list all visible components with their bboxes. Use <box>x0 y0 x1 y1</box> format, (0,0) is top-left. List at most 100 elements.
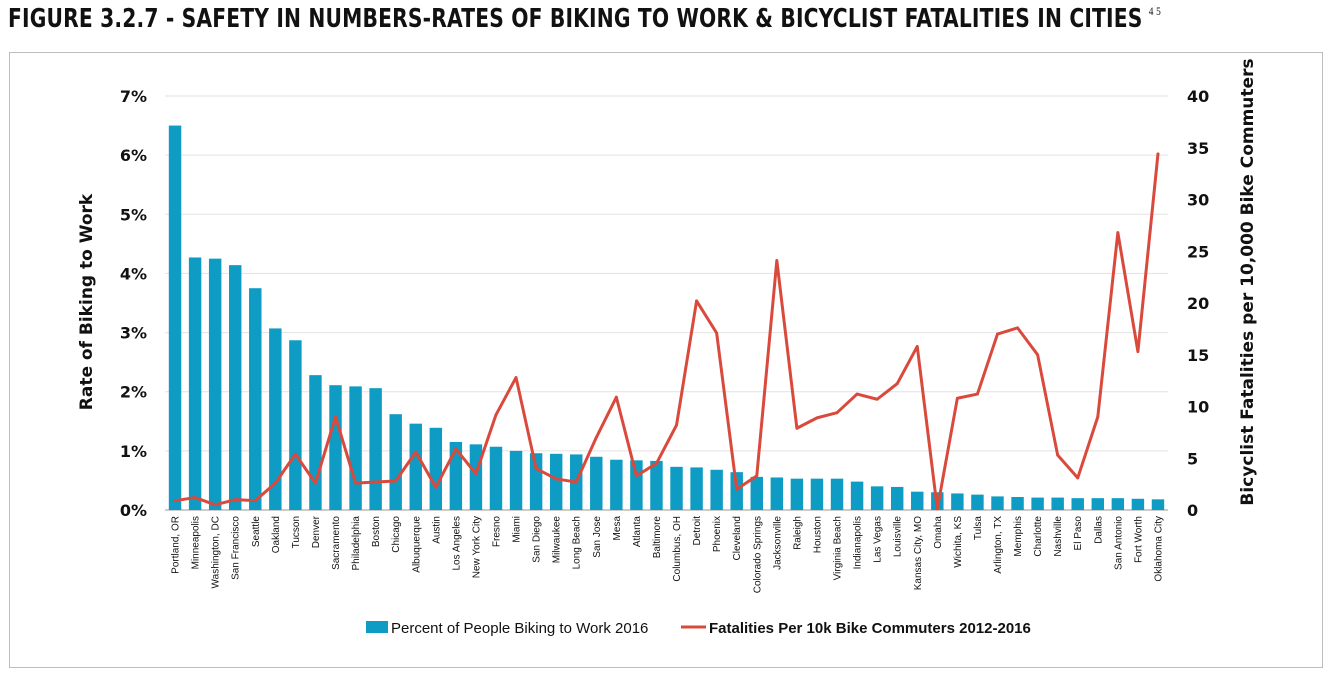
figure-title: FIGURE 3.2.7 - SAFETY IN NUMBERS-RATES O… <box>8 4 1161 44</box>
category-label: Atlanta <box>632 516 643 548</box>
bar <box>489 446 503 510</box>
right-tick-label: 40 <box>1187 87 1209 106</box>
fatality-line <box>173 152 1160 511</box>
left-axis-ticks: 0% 1% 2% 3% 4% 5% 6% 7% <box>120 87 147 520</box>
category-label: Charlotte <box>1033 516 1044 557</box>
line-point <box>695 299 698 303</box>
bar <box>630 460 643 510</box>
right-tick-label: 0 <box>1187 501 1198 520</box>
bar <box>911 491 924 510</box>
line-point <box>474 472 478 476</box>
bar <box>790 478 804 510</box>
line-point <box>434 485 438 489</box>
line-point <box>1096 415 1100 419</box>
bar <box>951 493 964 510</box>
bar <box>750 476 763 510</box>
category-label: San Francisco <box>231 516 242 580</box>
category-label: Mesa <box>612 516 623 541</box>
left-tick-label: 2% <box>120 383 147 402</box>
left-tick-label: 3% <box>120 324 147 343</box>
category-label: New York City <box>471 516 482 578</box>
right-tick-label: 15 <box>1187 346 1209 365</box>
line-point <box>1156 152 1160 156</box>
bar <box>1011 496 1024 510</box>
line-point <box>293 452 297 456</box>
category-label: Arlington, TX <box>993 516 1004 574</box>
bar <box>810 478 824 510</box>
left-tick-label: 1% <box>120 442 147 461</box>
right-axis-title: Bicyclist Fatalities per 10,000 Bike Com… <box>1238 58 1258 505</box>
bar <box>770 477 784 510</box>
bar <box>890 486 904 510</box>
line-point <box>1056 453 1060 457</box>
bar <box>188 257 202 510</box>
left-tick-label: 5% <box>120 205 147 224</box>
category-label: Kansas City, MO <box>913 516 924 590</box>
legend-line-label: Fatalities Per 10k Bike Commuters 2012-2… <box>709 620 1031 637</box>
line-point <box>534 467 538 470</box>
line-point <box>233 498 237 502</box>
line-point <box>514 376 518 379</box>
category-label: Indianapolis <box>853 516 864 569</box>
line-point <box>273 481 277 485</box>
line-point <box>354 481 357 485</box>
line-point <box>213 503 217 507</box>
bar <box>870 486 884 510</box>
line-point <box>554 477 558 481</box>
line-point <box>775 259 779 262</box>
category-label: Oakland <box>271 516 282 553</box>
category-label: Tucson <box>291 516 302 548</box>
category-label: Cleveland <box>732 516 743 560</box>
category-label: El Paso <box>1073 516 1084 551</box>
category-label: San Antonio <box>1113 516 1124 570</box>
category-label: San Diego <box>532 516 543 563</box>
bar <box>429 427 443 510</box>
category-label: Albuquerque <box>411 516 422 573</box>
right-tick-label: 10 <box>1187 398 1209 417</box>
right-tick-label: 25 <box>1187 242 1209 261</box>
category-label: Los Angeles <box>451 516 462 571</box>
line-point <box>976 392 979 396</box>
category-label: Wichita, KS <box>953 516 964 568</box>
line-point <box>815 416 819 420</box>
bar <box>710 469 723 510</box>
line-point <box>795 426 799 430</box>
category-label: Fort Worth <box>1133 516 1144 563</box>
bar <box>1051 497 1064 510</box>
category-label: Louisville <box>893 516 904 558</box>
category-label: Minneapolis <box>191 516 202 569</box>
category-label: Dallas <box>1093 516 1104 544</box>
category-label: Fresno <box>491 516 502 548</box>
right-axis-ticks: 0 5 10 15 20 25 30 35 40 <box>1187 87 1209 520</box>
bar <box>1091 498 1105 510</box>
bar <box>208 258 222 510</box>
line-point <box>655 462 658 465</box>
line-point <box>1116 231 1120 235</box>
line-point <box>735 487 739 491</box>
bar <box>991 496 1004 510</box>
line-point <box>173 499 177 503</box>
category-label: Milwaukee <box>552 516 563 564</box>
line-point <box>855 392 859 396</box>
line-point <box>454 447 458 451</box>
bar <box>409 423 422 510</box>
line-point <box>414 450 418 454</box>
line-point <box>614 395 618 399</box>
line-point <box>895 382 899 386</box>
legend: Percent of People Biking to Work 2016 Fa… <box>366 620 1031 637</box>
category-label: Raleigh <box>792 516 803 550</box>
left-tick-label: 4% <box>120 264 147 283</box>
category-label: San Jose <box>592 516 603 558</box>
line-point <box>594 436 598 439</box>
bar <box>1151 499 1165 510</box>
line-point <box>835 411 839 415</box>
right-tick-label: 20 <box>1187 294 1209 313</box>
bar <box>369 388 382 510</box>
category-label: Denver <box>311 515 322 548</box>
bar-series <box>168 125 1165 510</box>
bar <box>1071 498 1084 510</box>
chart-frame <box>9 52 1323 668</box>
bar <box>289 340 302 510</box>
legend-bar-label: Percent of People Biking to Work 2016 <box>391 620 648 637</box>
category-label: Chicago <box>391 516 402 553</box>
